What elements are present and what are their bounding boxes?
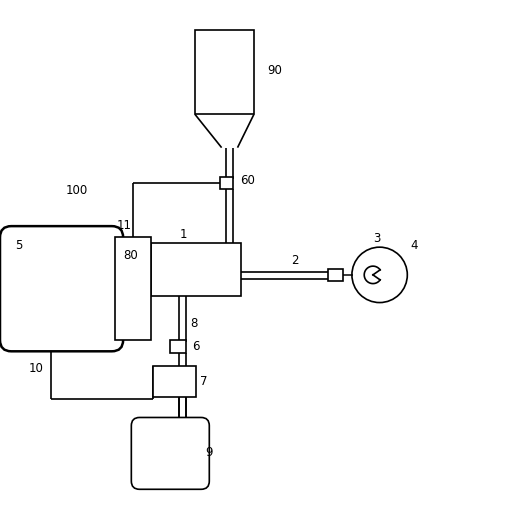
Bar [115,238,151,340]
FancyBboxPatch shape [0,226,123,351]
FancyBboxPatch shape [131,417,209,489]
Text: 100: 100 [66,184,88,197]
Bar [170,340,186,353]
Bar [153,366,196,397]
Text: 80: 80 [123,249,138,262]
Text: 3: 3 [373,232,381,245]
Bar [220,177,233,189]
Text: 7: 7 [200,375,208,388]
Text: 4: 4 [410,239,418,252]
Text: 2: 2 [291,254,299,267]
Text: 60: 60 [240,175,255,188]
Text: 11: 11 [117,219,132,232]
Text: 9: 9 [205,446,213,460]
Text: 1: 1 [180,228,187,241]
Text: 90: 90 [267,64,282,77]
Text: 5: 5 [15,239,23,252]
Bar [195,30,254,114]
Text: 6: 6 [192,340,200,353]
Text: 10: 10 [28,362,43,375]
Text: 8: 8 [190,317,197,330]
Bar [151,243,241,296]
Bar [328,269,343,280]
